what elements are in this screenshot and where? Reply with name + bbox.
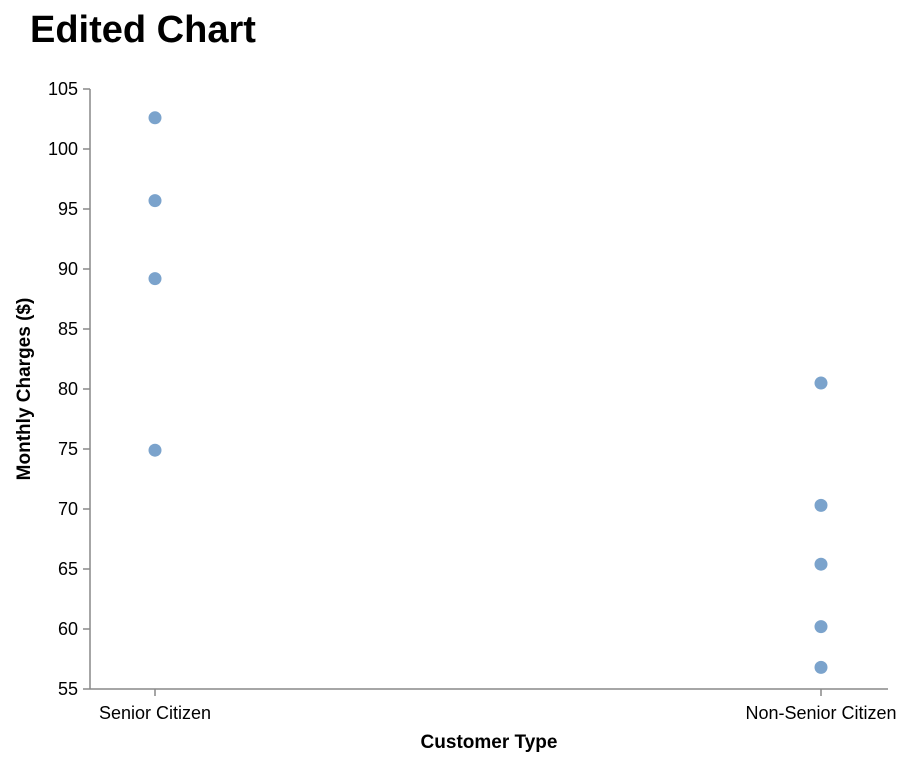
data-point <box>148 272 162 286</box>
y-tick-label: 65 <box>58 559 78 579</box>
data-points <box>148 111 828 674</box>
chart-title: Edited Chart <box>30 9 256 51</box>
y-axis: 55 60 65 70 75 80 85 90 95 100 105 <box>48 79 91 699</box>
y-tick-label: 70 <box>58 499 78 519</box>
y-tick-label: 60 <box>58 619 78 639</box>
x-axis-title: Customer Type <box>421 732 558 753</box>
x-tick-label: Senior Citizen <box>99 703 211 723</box>
data-point <box>148 443 162 457</box>
data-point <box>814 660 828 674</box>
data-point <box>814 557 828 571</box>
data-point <box>814 498 828 512</box>
y-tick-label: 55 <box>58 679 78 699</box>
y-tick-label: 90 <box>58 259 78 279</box>
y-tick-label: 105 <box>48 79 78 99</box>
y-tick-label: 95 <box>58 199 78 219</box>
x-tick-label: Non-Senior Citizen <box>745 703 896 723</box>
data-point <box>814 376 828 390</box>
data-point <box>148 194 162 208</box>
data-point <box>814 620 828 634</box>
y-tick-label: 75 <box>58 439 78 459</box>
y-axis-title: Monthly Charges ($) <box>14 298 35 481</box>
y-tick-label: 100 <box>48 139 78 159</box>
y-tick-label: 80 <box>58 379 78 399</box>
y-tick-label: 85 <box>58 319 78 339</box>
data-point <box>148 111 162 125</box>
x-axis: Senior Citizen Non-Senior Citizen <box>90 688 897 723</box>
